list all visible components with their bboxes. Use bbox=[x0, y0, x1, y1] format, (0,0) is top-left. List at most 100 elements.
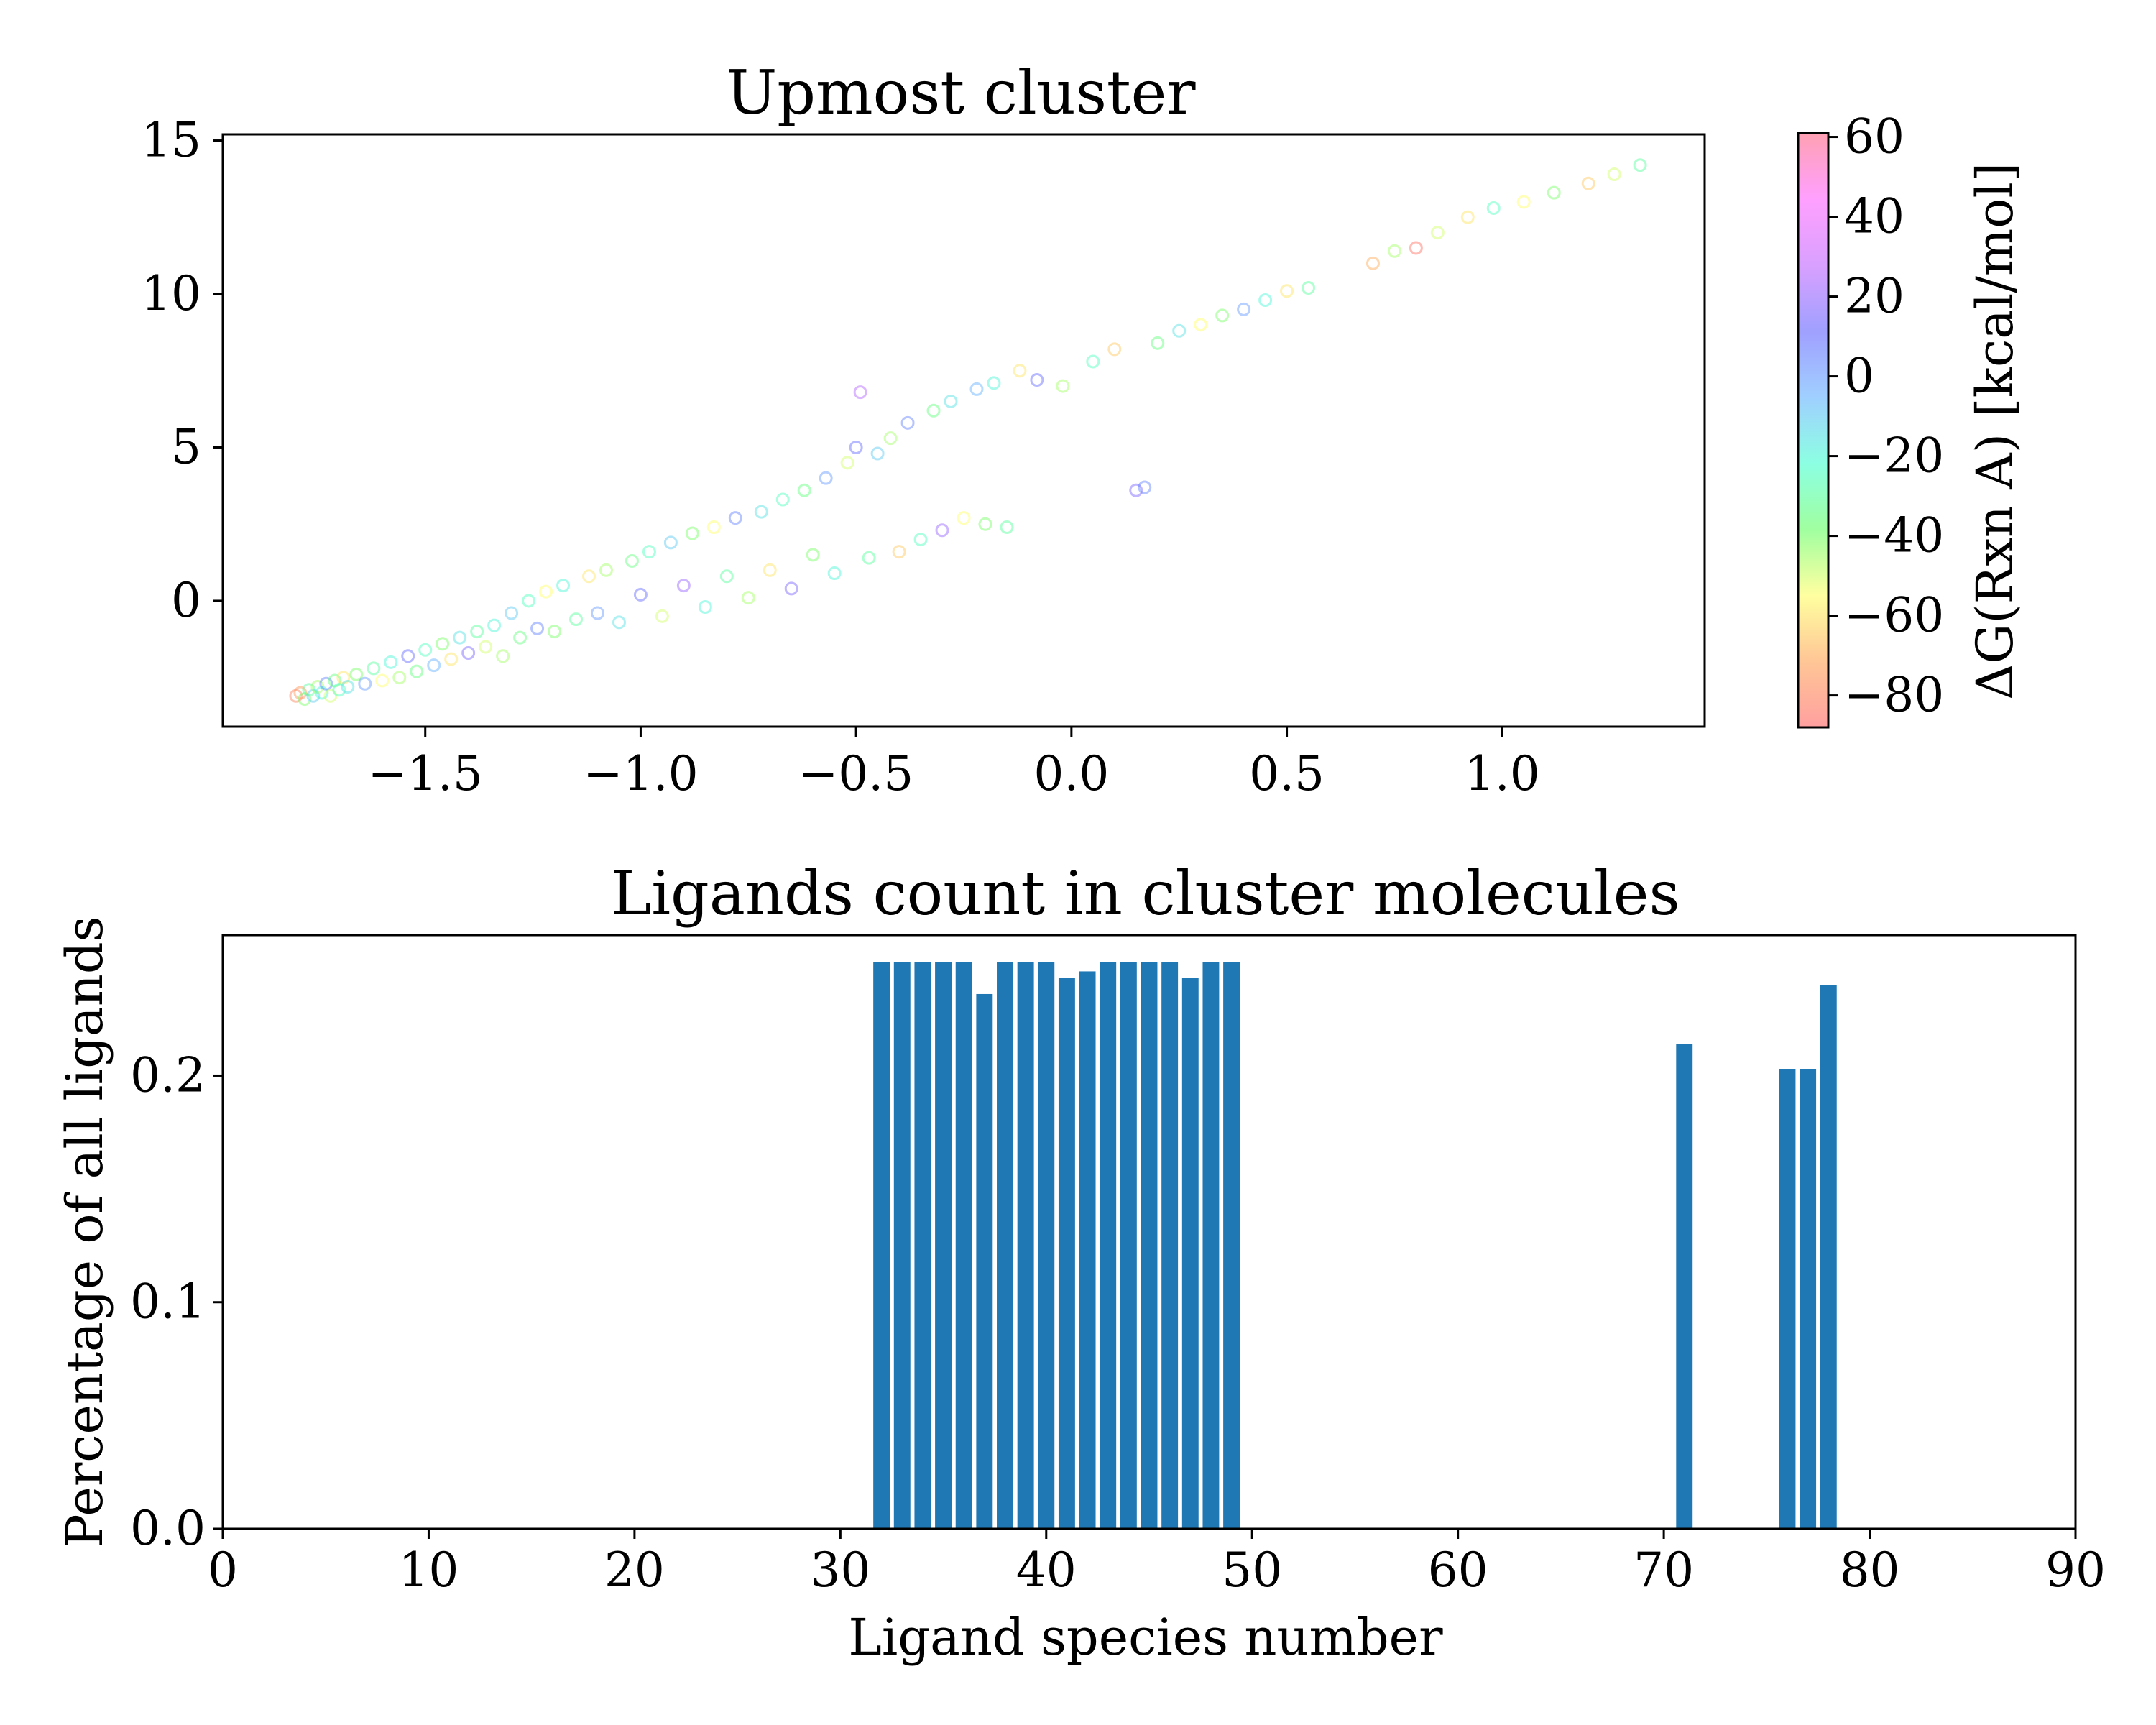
scatter-point bbox=[827, 566, 842, 581]
bar bbox=[1676, 1044, 1693, 1529]
scatter-point bbox=[332, 683, 346, 697]
scatter-point bbox=[706, 520, 721, 534]
scatter-point bbox=[341, 679, 355, 694]
scatter-point bbox=[1172, 323, 1187, 338]
scatter-point bbox=[1013, 364, 1027, 378]
bar bbox=[1120, 962, 1137, 1529]
scatter-point bbox=[590, 606, 604, 620]
bar-x-tick-label: 70 bbox=[1634, 1542, 1694, 1598]
bar bbox=[893, 962, 911, 1529]
bar bbox=[1058, 978, 1075, 1529]
bar-x-axis: 0 10 20 30 40 50 60 70 80 90 bbox=[208, 1529, 2106, 1598]
scatter-point bbox=[548, 625, 562, 639]
colorbar-tick-label: −60 bbox=[1844, 588, 1944, 643]
colorbar-label: ΔG(Rxn A) [kcal/mol] bbox=[1966, 162, 2024, 700]
scatter-point bbox=[289, 689, 303, 703]
scatter-point bbox=[819, 471, 833, 485]
scatter-point bbox=[599, 563, 613, 577]
scatter-point bbox=[306, 689, 321, 703]
scatter-point bbox=[505, 606, 519, 620]
bar-x-axis-label: Ligand species number bbox=[848, 1608, 1443, 1667]
bar bbox=[1779, 1069, 1796, 1529]
scatter-x-tick-label: 0.0 bbox=[1033, 746, 1109, 801]
scatter-point bbox=[840, 456, 854, 470]
scatter-point bbox=[336, 671, 351, 685]
scatter-point bbox=[892, 545, 906, 559]
scatter-point bbox=[900, 415, 915, 430]
bar bbox=[1017, 962, 1034, 1529]
scatter-point bbox=[461, 646, 476, 661]
scatter-point bbox=[957, 511, 971, 525]
scatter-point bbox=[926, 403, 941, 418]
scatter-point bbox=[1030, 373, 1044, 387]
bar-x-tick-label: 90 bbox=[2045, 1542, 2106, 1598]
scatter-y-tick-label: 5 bbox=[171, 419, 201, 474]
scatter-axes-frame bbox=[221, 133, 1706, 728]
scatter-point bbox=[1129, 483, 1143, 497]
scatter-point bbox=[358, 676, 372, 691]
scatter-point bbox=[625, 553, 639, 568]
scatter-point bbox=[496, 649, 510, 663]
colorbar-ticks: −80 −60 −40 −20 0 20 40 60 bbox=[1828, 109, 1944, 723]
scatter-point bbox=[479, 640, 493, 654]
scatter-point bbox=[1194, 318, 1208, 332]
scatter-point bbox=[513, 630, 528, 645]
scatter-point bbox=[728, 511, 742, 525]
scatter-point bbox=[556, 579, 571, 593]
scatter-point bbox=[1547, 185, 1561, 200]
scatter-point bbox=[754, 505, 768, 519]
scatter-y-tick-label: 10 bbox=[141, 266, 201, 321]
scatter-x-axis: −1.5 −1.0 −0.5 0.0 0.5 1.0 bbox=[368, 727, 1540, 801]
scatter-point bbox=[298, 692, 312, 707]
bar-y-tick-label: 0.1 bbox=[130, 1274, 206, 1330]
colorbar-tick-label: −80 bbox=[1844, 668, 1944, 723]
scatter-point bbox=[719, 569, 734, 584]
scatter-point bbox=[569, 612, 584, 627]
colorbar-tick-label: −40 bbox=[1844, 508, 1944, 564]
colorbar-gradient bbox=[1798, 133, 1828, 727]
scatter-title: Upmost cluster bbox=[726, 58, 1196, 128]
scatter-point bbox=[784, 581, 798, 596]
bar-series bbox=[873, 962, 1837, 1529]
scatter-point bbox=[1138, 480, 1152, 494]
scatter-point bbox=[310, 679, 325, 694]
scatter-point bbox=[375, 673, 390, 688]
colorbar-frame bbox=[1797, 132, 1830, 729]
colorbar-tick-label: 40 bbox=[1844, 189, 1904, 244]
colorbar-tick-label: 20 bbox=[1844, 269, 1904, 324]
scatter-point bbox=[302, 683, 316, 697]
scatter-point bbox=[470, 625, 484, 639]
scatter-point bbox=[522, 594, 536, 608]
bar-y-axis: 0.0 0.1 0.2 bbox=[130, 1047, 223, 1556]
scatter-y-tick-label: 0 bbox=[171, 573, 201, 628]
scatter-point bbox=[1581, 176, 1595, 190]
scatter-point bbox=[1000, 520, 1014, 534]
scatter-x-tick-label: −1.5 bbox=[368, 746, 483, 801]
scatter-point bbox=[663, 535, 678, 550]
scatter-point bbox=[328, 673, 342, 688]
bar-x-tick-label: 20 bbox=[604, 1542, 665, 1598]
bar-panel: Ligands count in cluster molecules 0 10 20… bbox=[55, 858, 2106, 1667]
scatter-point bbox=[1365, 256, 1380, 270]
scatter-point bbox=[655, 609, 669, 623]
scatter-point bbox=[883, 431, 898, 446]
colorbar-tick-label: 60 bbox=[1844, 109, 1904, 165]
scatter-point bbox=[315, 686, 329, 700]
scatter-x-tick-label: −1.0 bbox=[583, 746, 698, 801]
scatter-point bbox=[935, 523, 949, 538]
scatter-point bbox=[384, 655, 398, 669]
scatter-point bbox=[1258, 293, 1273, 308]
bar bbox=[1820, 985, 1837, 1529]
scatter-point bbox=[978, 517, 992, 531]
scatter-point bbox=[1151, 336, 1165, 350]
colorbar-tick-label: 0 bbox=[1844, 349, 1874, 404]
scatter-panel: Upmost cluster −1.5 −1.0 −0.5 0.0 0.5 1.0 0 5 1… bbox=[141, 58, 1706, 801]
colorbar-tick-label: −20 bbox=[1844, 428, 1944, 484]
bar-x-tick-label: 40 bbox=[1016, 1542, 1077, 1598]
scatter-point bbox=[349, 667, 364, 681]
scatter-point bbox=[763, 563, 777, 577]
bar bbox=[1161, 962, 1179, 1529]
scatter-point bbox=[1607, 167, 1621, 182]
